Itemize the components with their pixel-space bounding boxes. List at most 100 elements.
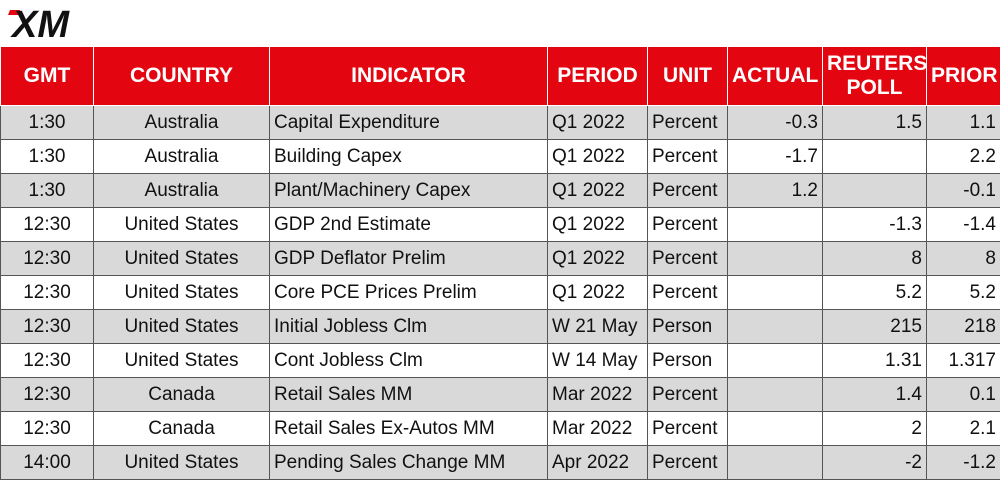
table-row: 12:30 United States GDP 2nd Estimate Q1 202… (0, 207, 1000, 242)
header-actual: ACTUAL (727, 46, 823, 106)
cell-unit: Percent (647, 445, 728, 480)
cell-indicator: Plant/Machinery Capex (269, 173, 548, 208)
cell-actual (727, 377, 823, 412)
table-row: 1:30 Australia Building Capex Q1 2022 Percen… (0, 139, 1000, 174)
header-reuters-poll-line1: REUTERS (827, 52, 928, 75)
xm-logo: XM (8, 4, 70, 44)
cell-indicator: Building Capex (269, 139, 548, 174)
cell-period: W 21 May (547, 309, 648, 344)
table-row: 12:30 United States Cont Jobless Clm W 14 M… (0, 343, 1000, 378)
cell-prior: 2.2 (926, 139, 1000, 174)
cell-period: W 14 May (547, 343, 648, 378)
cell-period: Q1 2022 (547, 105, 648, 140)
logo-text: XM (10, 4, 70, 44)
cell-gmt: 1:30 (0, 173, 94, 208)
cell-poll: 2 (822, 411, 927, 446)
cell-poll (822, 173, 927, 208)
cell-prior: 5.2 (926, 275, 1000, 310)
cell-country: United States (93, 241, 270, 276)
cell-unit: Percent (647, 275, 728, 310)
cell-gmt: 12:30 (0, 343, 94, 378)
cell-prior: 0.1 (926, 377, 1000, 412)
cell-unit: Person (647, 343, 728, 378)
cell-unit: Percent (647, 411, 728, 446)
cell-prior: -1.4 (926, 207, 1000, 242)
cell-country: United States (93, 445, 270, 480)
header-country: COUNTRY (93, 46, 270, 106)
cell-indicator: Initial Jobless Clm (269, 309, 548, 344)
cell-period: Q1 2022 (547, 241, 648, 276)
cell-prior: 8 (926, 241, 1000, 276)
cell-poll: -2 (822, 445, 927, 480)
cell-indicator: GDP 2nd Estimate (269, 207, 548, 242)
cell-unit: Percent (647, 105, 728, 140)
cell-period: Q1 2022 (547, 275, 648, 310)
cell-prior: 1.317 (926, 343, 1000, 378)
cell-poll: 215 (822, 309, 927, 344)
cell-indicator: Pending Sales Change MM (269, 445, 548, 480)
cell-poll: 1.5 (822, 105, 927, 140)
cell-actual (727, 241, 823, 276)
header-indicator: INDICATOR (269, 46, 548, 106)
cell-indicator: Retail Sales Ex-Autos MM (269, 411, 548, 446)
cell-prior: 218 (926, 309, 1000, 344)
table-row: 12:30 United States Core PCE Prices Prelim… (0, 275, 1000, 310)
cell-period: Q1 2022 (547, 173, 648, 208)
header-prior: PRIOR (926, 46, 1000, 106)
header-unit: UNIT (647, 46, 728, 106)
cell-actual (727, 445, 823, 480)
cell-country: United States (93, 343, 270, 378)
cell-prior: -0.1 (926, 173, 1000, 208)
header-gmt: GMT (0, 46, 94, 106)
cell-country: Australia (93, 139, 270, 174)
header-reuters-poll-line2: POLL (846, 76, 903, 99)
cell-gmt: 1:30 (0, 139, 94, 174)
cell-indicator: Retail Sales MM (269, 377, 548, 412)
cell-indicator: Core PCE Prices Prelim (269, 275, 548, 310)
cell-prior: 2.1 (926, 411, 1000, 446)
table-header: GMT COUNTRY INDICATOR PERIOD UNIT ACTUAL… (0, 46, 1000, 106)
cell-gmt: 12:30 (0, 377, 94, 412)
cell-gmt: 14:00 (0, 445, 94, 480)
cell-gmt: 12:30 (0, 241, 94, 276)
cell-gmt: 1:30 (0, 105, 94, 140)
cell-period: Q1 2022 (547, 139, 648, 174)
table-body: 1:30 Australia Capital Expenditure Q1 2022 P… (0, 105, 1000, 480)
cell-indicator: Capital Expenditure (269, 105, 548, 140)
cell-actual: -1.7 (727, 139, 823, 174)
cell-gmt: 12:30 (0, 207, 94, 242)
cell-country: Canada (93, 411, 270, 446)
cell-prior: -1.2 (926, 445, 1000, 480)
cell-country: United States (93, 309, 270, 344)
cell-prior: 1.1 (926, 105, 1000, 140)
table-row: 12:30 Canada Retail Sales Ex-Autos MM Mar 2… (0, 411, 1000, 446)
cell-period: Mar 2022 (547, 377, 648, 412)
cell-actual (727, 343, 823, 378)
table-row: 12:30 United States GDP Deflator Prelim Q1 … (0, 241, 1000, 276)
cell-period: Apr 2022 (547, 445, 648, 480)
cell-actual (727, 207, 823, 242)
cell-period: Q1 2022 (547, 207, 648, 242)
table-row: 14:00 United States Pending Sales Change M… (0, 445, 1000, 480)
cell-poll: 1.4 (822, 377, 927, 412)
table-row: 12:30 Canada Retail Sales MM Mar 2022 Percen… (0, 377, 1000, 412)
cell-indicator: Cont Jobless Clm (269, 343, 548, 378)
cell-poll: 1.31 (822, 343, 927, 378)
cell-country: United States (93, 207, 270, 242)
header-period: PERIOD (547, 46, 648, 106)
economic-calendar-table: GMT COUNTRY INDICATOR PERIOD UNIT ACTUAL… (0, 46, 1000, 480)
cell-country: Australia (93, 173, 270, 208)
table-row: 1:30 Australia Capital Expenditure Q1 2022 P… (0, 105, 1000, 140)
cell-unit: Percent (647, 377, 728, 412)
cell-country: Australia (93, 105, 270, 140)
cell-actual (727, 309, 823, 344)
logo-red-accent (8, 10, 20, 15)
cell-actual (727, 275, 823, 310)
table-row: 12:30 United States Initial Jobless Clm W 2… (0, 309, 1000, 344)
cell-gmt: 12:30 (0, 411, 94, 446)
cell-unit: Person (647, 309, 728, 344)
cell-unit: Percent (647, 139, 728, 174)
cell-poll: 5.2 (822, 275, 927, 310)
cell-indicator: GDP Deflator Prelim (269, 241, 548, 276)
cell-actual: 1.2 (727, 173, 823, 208)
